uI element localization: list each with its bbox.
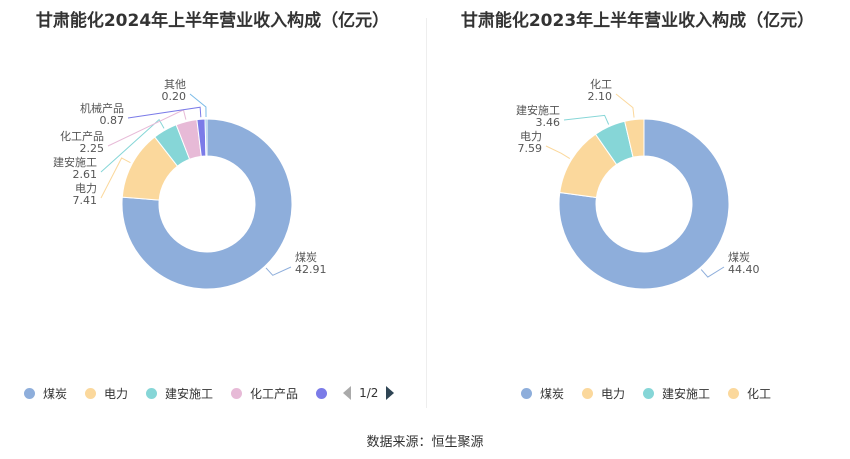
panel-divider [426, 18, 427, 408]
legend-2023: 煤炭 电力 建安施工 化工 [521, 383, 789, 403]
slice-label-name-5: 其他 [164, 78, 186, 91]
legend-dot-icon [146, 387, 158, 399]
slice-label-value-5: 0.20 [162, 90, 187, 103]
legend-dot-icon [231, 387, 243, 399]
slice-label-value-4: 0.87 [100, 114, 125, 127]
legend-item-2[interactable]: 建安施工 [643, 385, 710, 402]
slice-label-name-1: 电力 [75, 182, 97, 195]
legend-item-4[interactable] [316, 387, 335, 399]
legend-label: 煤炭 [43, 386, 68, 401]
slice-label-name-3: 化工产品 [60, 129, 104, 143]
legend-item-1[interactable]: 电力 [85, 385, 128, 402]
leader-line-2 [100, 118, 165, 173]
legend-label: 化工 [747, 386, 772, 401]
prev-page-icon[interactable] [343, 386, 352, 400]
leader-line-0 [700, 266, 725, 278]
legend-dot-icon [643, 387, 655, 399]
slice-label-value-1: 7.59 [518, 142, 543, 155]
legend-item-1[interactable]: 电力 [582, 385, 625, 402]
legend-item-3[interactable]: 化工 [728, 385, 771, 402]
leader-line-5 [189, 93, 207, 118]
slice-label-name-1: 电力 [520, 130, 542, 143]
pie-slice-0[interactable] [121, 118, 293, 290]
slice-label-name-0: 煤炭 [295, 251, 317, 264]
slice-label-value-0: 44.40 [728, 263, 760, 276]
legend-dot-icon [85, 387, 97, 399]
slice-label-name-0: 煤炭 [728, 251, 750, 264]
leader-line-3 [615, 93, 635, 118]
leader-line-1 [545, 145, 571, 159]
legend-2024: 煤炭 电力 建安施工 化工产品 1/2 [24, 383, 395, 403]
slice-label-name-2: 建安施工 [53, 155, 97, 169]
legend-dot-icon [521, 387, 532, 399]
slice-label-value-3: 2.25 [80, 142, 105, 155]
legend-label: 建安施工 [662, 386, 711, 401]
legend-item-2[interactable]: 建安施工 [146, 385, 213, 402]
legend-dot-icon [728, 387, 740, 399]
legend-dot-icon [24, 387, 35, 399]
chart-panel-2023: 甘肃能化2023年上半年营业收入构成（亿元） 煤炭 44.40 电力 7.59 建安施工… [425, 0, 850, 410]
legend-item-0[interactable]: 煤炭 [521, 385, 564, 402]
leader-line-1 [100, 157, 131, 199]
chart-panel-2024: 甘肃能化2024年上半年营业收入构成（亿元） 煤炭 42.91 电力 7.41 建安施工… [0, 0, 425, 410]
leader-line-4 [127, 106, 202, 119]
pie-slice-3[interactable] [624, 118, 645, 158]
legend-label: 电力 [601, 386, 626, 401]
legend-dot-icon [582, 387, 594, 399]
legend-label: 煤炭 [540, 386, 565, 401]
leader-line-2 [563, 114, 610, 125]
legend-item-0[interactable]: 煤炭 [24, 385, 67, 402]
next-page-icon[interactable] [386, 386, 395, 400]
slice-label-name-3: 化工 [590, 77, 612, 91]
slice-label-name-4: 机械产品 [80, 101, 124, 115]
legend-label: 化工产品 [250, 386, 299, 401]
legend-pager: 1/2 [343, 386, 395, 400]
slice-label-value-2: 3.46 [536, 116, 561, 129]
slice-label-value-0: 42.91 [295, 263, 327, 276]
legend-page-indicator: 1/2 [359, 386, 379, 400]
slice-label-name-2: 建安施工 [516, 103, 560, 117]
legend-label: 电力 [104, 386, 129, 401]
legend-dot-icon [316, 387, 328, 399]
chart-title-2023: 甘肃能化2023年上半年营业收入构成（亿元） [460, 11, 815, 31]
legend-label: 建安施工 [165, 386, 214, 401]
leader-line-0 [265, 266, 292, 276]
chart-title-2024: 甘肃能化2024年上半年营业收入构成（亿元） [35, 11, 390, 31]
pie-slice-5[interactable] [204, 118, 208, 157]
slice-label-value-1: 7.41 [73, 194, 98, 207]
data-source: 数据来源：恒生聚源 [366, 435, 484, 450]
legend-item-3[interactable]: 化工产品 [231, 385, 298, 402]
slice-label-value-2: 2.61 [73, 168, 98, 181]
slice-label-value-3: 2.10 [588, 90, 613, 103]
pie-slice-0[interactable] [558, 118, 730, 290]
